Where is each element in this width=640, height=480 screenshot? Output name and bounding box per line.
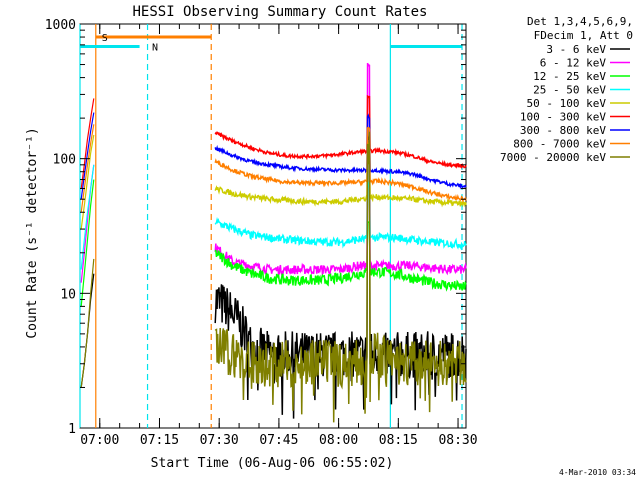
legend: Det 1,3,4,5,6,9, FDecim 1, Att 0 3 - 6 k… [500,15,633,164]
plot-area: SN [79,23,467,429]
x-tick-label: 08:15 [379,433,418,448]
series [80,134,467,230]
series-line [80,124,95,213]
series [80,164,467,270]
series [80,94,467,189]
y-axis-label: Count Rate (s⁻¹ detector⁻¹) [25,127,40,338]
x-tick-label: 08:30 [438,433,477,448]
flag-label: S [102,33,108,44]
legend-label: 100 - 300 keV [520,111,606,124]
legend-label: 50 - 100 keV [527,97,607,110]
x-axis: 07:00 07:15 07:30 07:45 08:00 08:15 08:30 [80,24,478,448]
series [80,179,467,307]
legend-label: 12 - 25 keV [533,70,606,83]
series-line [80,258,95,388]
series-line [214,142,467,208]
series-line [214,113,467,190]
y-tick-label: 10 [60,287,76,302]
x-tick-label: 07:45 [259,433,298,448]
legend-label: 7000 - 20000 keV [500,151,606,164]
series [80,124,467,213]
series-line [80,134,95,230]
series-line [214,131,467,423]
series-line [80,164,95,270]
footer-date: 4-Mar-2010 03:34 [559,468,636,477]
series-line [214,62,467,277]
legend-header-line-2: FDecim 1, Att 0 [534,29,633,42]
legend-header-line-1: Det 1,3,4,5,6,9, [527,15,633,28]
series-line [80,179,95,307]
legend-label: 800 - 7000 keV [513,138,606,151]
x-tick-label: 07:30 [200,433,239,448]
series-line [214,221,467,292]
legend-label: 300 - 800 keV [520,124,606,137]
x-tick-label: 08:00 [319,433,358,448]
legend-label: 3 - 6 keV [546,43,606,56]
legend-label: 6 - 12 keV [540,57,607,70]
y-tick-label: 1 [68,422,76,437]
series-line [214,181,467,251]
chart-title: HESSI Observing Summary Count Rates [132,4,427,20]
series-line [80,112,95,200]
series-line [214,94,467,170]
legend-label: 25 - 50 keV [533,84,606,97]
series-line [214,126,467,203]
y-tick-label: 1000 [45,18,76,33]
flag-label: N [152,43,158,54]
y-axis: 1 10 100 1000 [45,18,466,437]
y-tick-label: 100 [53,153,76,168]
x-axis-label: Start Time (06-Aug-06 06:55:02) [151,456,394,471]
series [80,131,467,423]
x-tick-label: 07:00 [80,433,119,448]
x-tick-label: 07:15 [140,433,179,448]
series [80,112,467,200]
series-line [80,98,95,189]
